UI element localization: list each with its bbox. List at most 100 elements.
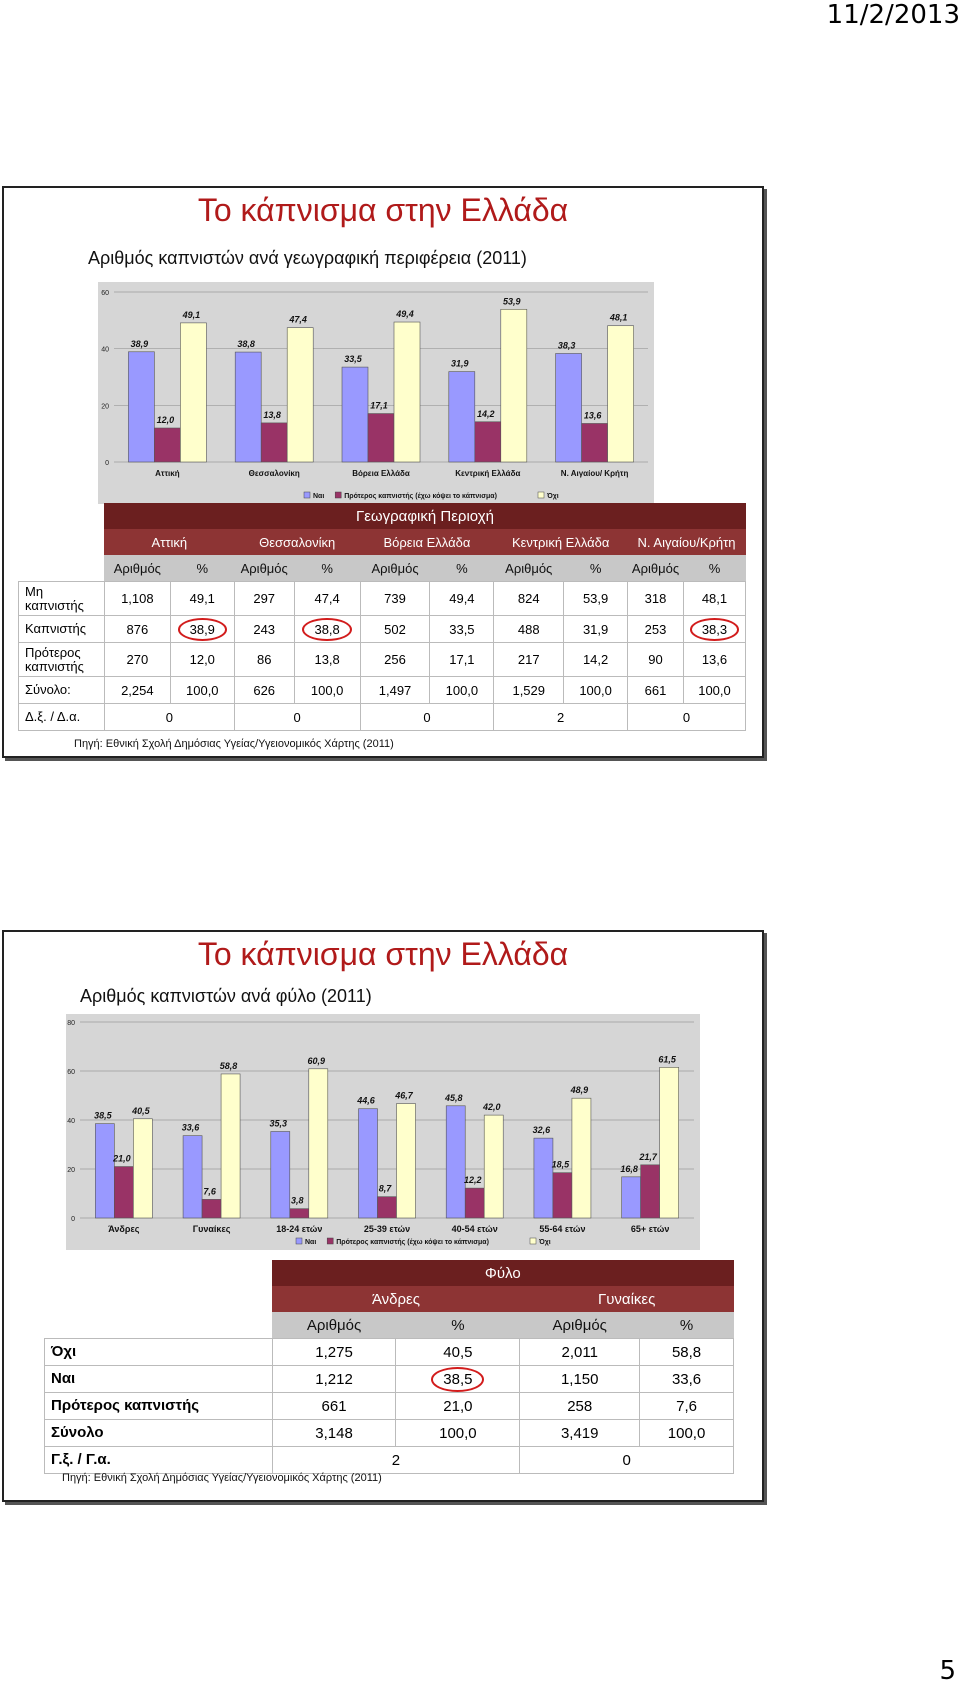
bar (133, 1118, 153, 1219)
bar (182, 1135, 203, 1219)
table-cell-highlighted: 38,5 (431, 1366, 485, 1392)
data-label: 38,9 (131, 339, 149, 349)
table-row: Δ.ξ. / Δ.α. 0 0 0 2 0 (18, 703, 746, 731)
col-header: % (563, 555, 628, 582)
bar (308, 1068, 329, 1219)
gender-header: Γυναίκες (519, 1286, 734, 1312)
table-cell: 626 (233, 676, 295, 704)
legend-label: Πρότερος καπνιστής (έχω κόψει το κάπνισμ… (336, 1239, 489, 1246)
bar (621, 1176, 641, 1219)
bar (201, 1199, 222, 1219)
region-table: Γεωγραφική Περιοχή Αττική Θεσσαλονίκη Βό… (18, 503, 747, 731)
category-label: Άνδρες (108, 1224, 139, 1234)
table-row: Όχι 1,275 40,5 2,011 58,8 (44, 1338, 734, 1366)
data-label: 35,3 (270, 1119, 288, 1129)
bar (659, 1067, 679, 1219)
col-header: % (395, 1312, 520, 1339)
data-label: 49,1 (182, 310, 201, 320)
slide-title: Το κάπνισμα στην Ελλάδα (197, 192, 569, 228)
category-label: 18-24 ετών (276, 1224, 322, 1234)
table-cell: 100,0 (682, 676, 747, 704)
legend-swatch (303, 491, 311, 499)
data-label: 21,7 (638, 1152, 658, 1162)
legend-swatch (334, 491, 342, 499)
table-cell: 2,011 (519, 1338, 641, 1366)
legend-swatch (295, 1237, 303, 1245)
row-label: Σύνολο: (18, 676, 105, 704)
table-cell: 13,8 (293, 642, 361, 677)
data-label: 44,6 (356, 1096, 376, 1106)
legend-label: Όχι (546, 493, 559, 500)
table-cell: 318 (627, 581, 684, 616)
bar (377, 1196, 397, 1219)
row-label: Πρότερος καπνιστής (18, 642, 105, 677)
gender-table: Φύλο Άνδρες Γυναίκες Αριθμός % Αριθμός %… (44, 1260, 734, 1474)
y-tick-label: 20 (101, 403, 109, 410)
col-header: % (639, 1312, 734, 1339)
table-cell: 7,6 (639, 1392, 734, 1420)
table-cell-highlighted: 38,3 (689, 617, 740, 641)
slide-gender: Το κάπνισμα στην Ελλάδα Αριθμός καπνιστώ… (2, 930, 764, 1502)
category-label: Κεντρική Ελλάδα (455, 469, 520, 478)
category-label: 25-39 ετών (364, 1224, 410, 1234)
table-cell-highlighted: 38,8 (302, 617, 352, 641)
legend-swatch (529, 1237, 537, 1245)
table-cell: 1,108 (103, 581, 171, 616)
bar (286, 327, 314, 463)
data-label: 46,7 (394, 1091, 414, 1101)
y-tick-label: 0 (105, 460, 109, 467)
col-header: Αριθμός (104, 555, 171, 582)
table-cell: 100,0 (169, 676, 235, 704)
col-header: Αριθμός (272, 1312, 396, 1339)
table-cell: 53,9 (563, 581, 629, 616)
table-cell: 86 (233, 642, 295, 677)
table-cell: 12,0 (169, 642, 235, 677)
table-cell: 0 (627, 703, 746, 731)
table-cell: 739 (359, 581, 431, 616)
table-cell: 0 (103, 703, 235, 731)
table-cell: 0 (233, 703, 361, 731)
data-label: 40,5 (131, 1106, 151, 1116)
gender-header: Άνδρες (272, 1286, 520, 1312)
category-label: 55-64 ετών (539, 1224, 585, 1234)
table-cell: 256 (359, 642, 431, 677)
data-label: 38,8 (237, 339, 255, 349)
slide-subtitle: Αριθμός καπνιστών ανά φύλο (2011) (80, 986, 372, 1006)
data-label: 42,0 (482, 1102, 501, 1112)
bar (500, 308, 528, 463)
region-header: Κεντρική Ελλάδα (493, 529, 628, 555)
table-row: Καπνιστής 876 38,9 243 38,8 502 33,5 488… (18, 615, 747, 643)
y-tick-label: 60 (67, 1069, 75, 1076)
bar (533, 1137, 554, 1219)
bar (289, 1208, 310, 1219)
table-cell: 876 (103, 615, 171, 643)
data-label: 14,2 (477, 409, 495, 419)
table-row: Γ.ξ. / Γ.α. 2 0 (44, 1446, 734, 1474)
y-tick-label: 60 (101, 290, 109, 297)
bar (220, 1073, 241, 1219)
source-note: Πηγή: Εθνική Σχολή Δημόσιας Υγείας/Υγειο… (62, 1472, 382, 1484)
region-bar-chart: 0 20 40 60 38,9 12,0 49,1 Αττική 38,8 13,8 47,4 Θεσ… (101, 290, 648, 500)
page-number: 5 (939, 1656, 956, 1686)
y-tick-label: 80 (67, 1020, 75, 1027)
data-label: 17,1 (370, 401, 388, 411)
table-cell: 21,0 (395, 1392, 521, 1420)
table-cell: 824 (493, 581, 565, 616)
data-label: 61,5 (658, 1054, 677, 1064)
region-header: Αττική (104, 529, 235, 555)
table-cell: 33,5 (429, 615, 495, 643)
row-label: Γ.ξ. / Γ.α. (44, 1446, 273, 1474)
bar (234, 351, 262, 463)
table-cell: 33,6 (639, 1365, 734, 1393)
bar (270, 1131, 291, 1219)
data-label: 33,6 (182, 1123, 201, 1133)
data-label: 3,8 (291, 1196, 304, 1206)
col-header: % (170, 555, 235, 582)
slide-subtitle: Αριθμός καπνιστών ανά γεωγραφική περιφέρ… (88, 248, 527, 268)
table-cell: 502 (359, 615, 431, 643)
table-group-header: Γεωγραφική Περιοχή (104, 503, 746, 529)
region-chart: 0 20 40 60 38,9 12,0 49,1 Αττική 38,8 13,8 47,4 Θεσ… (98, 282, 654, 504)
table-row: Σύνολο 3,148 100,0 3,419 100,0 (44, 1419, 734, 1447)
bar (607, 325, 634, 463)
category-label: Αττική (155, 469, 180, 478)
